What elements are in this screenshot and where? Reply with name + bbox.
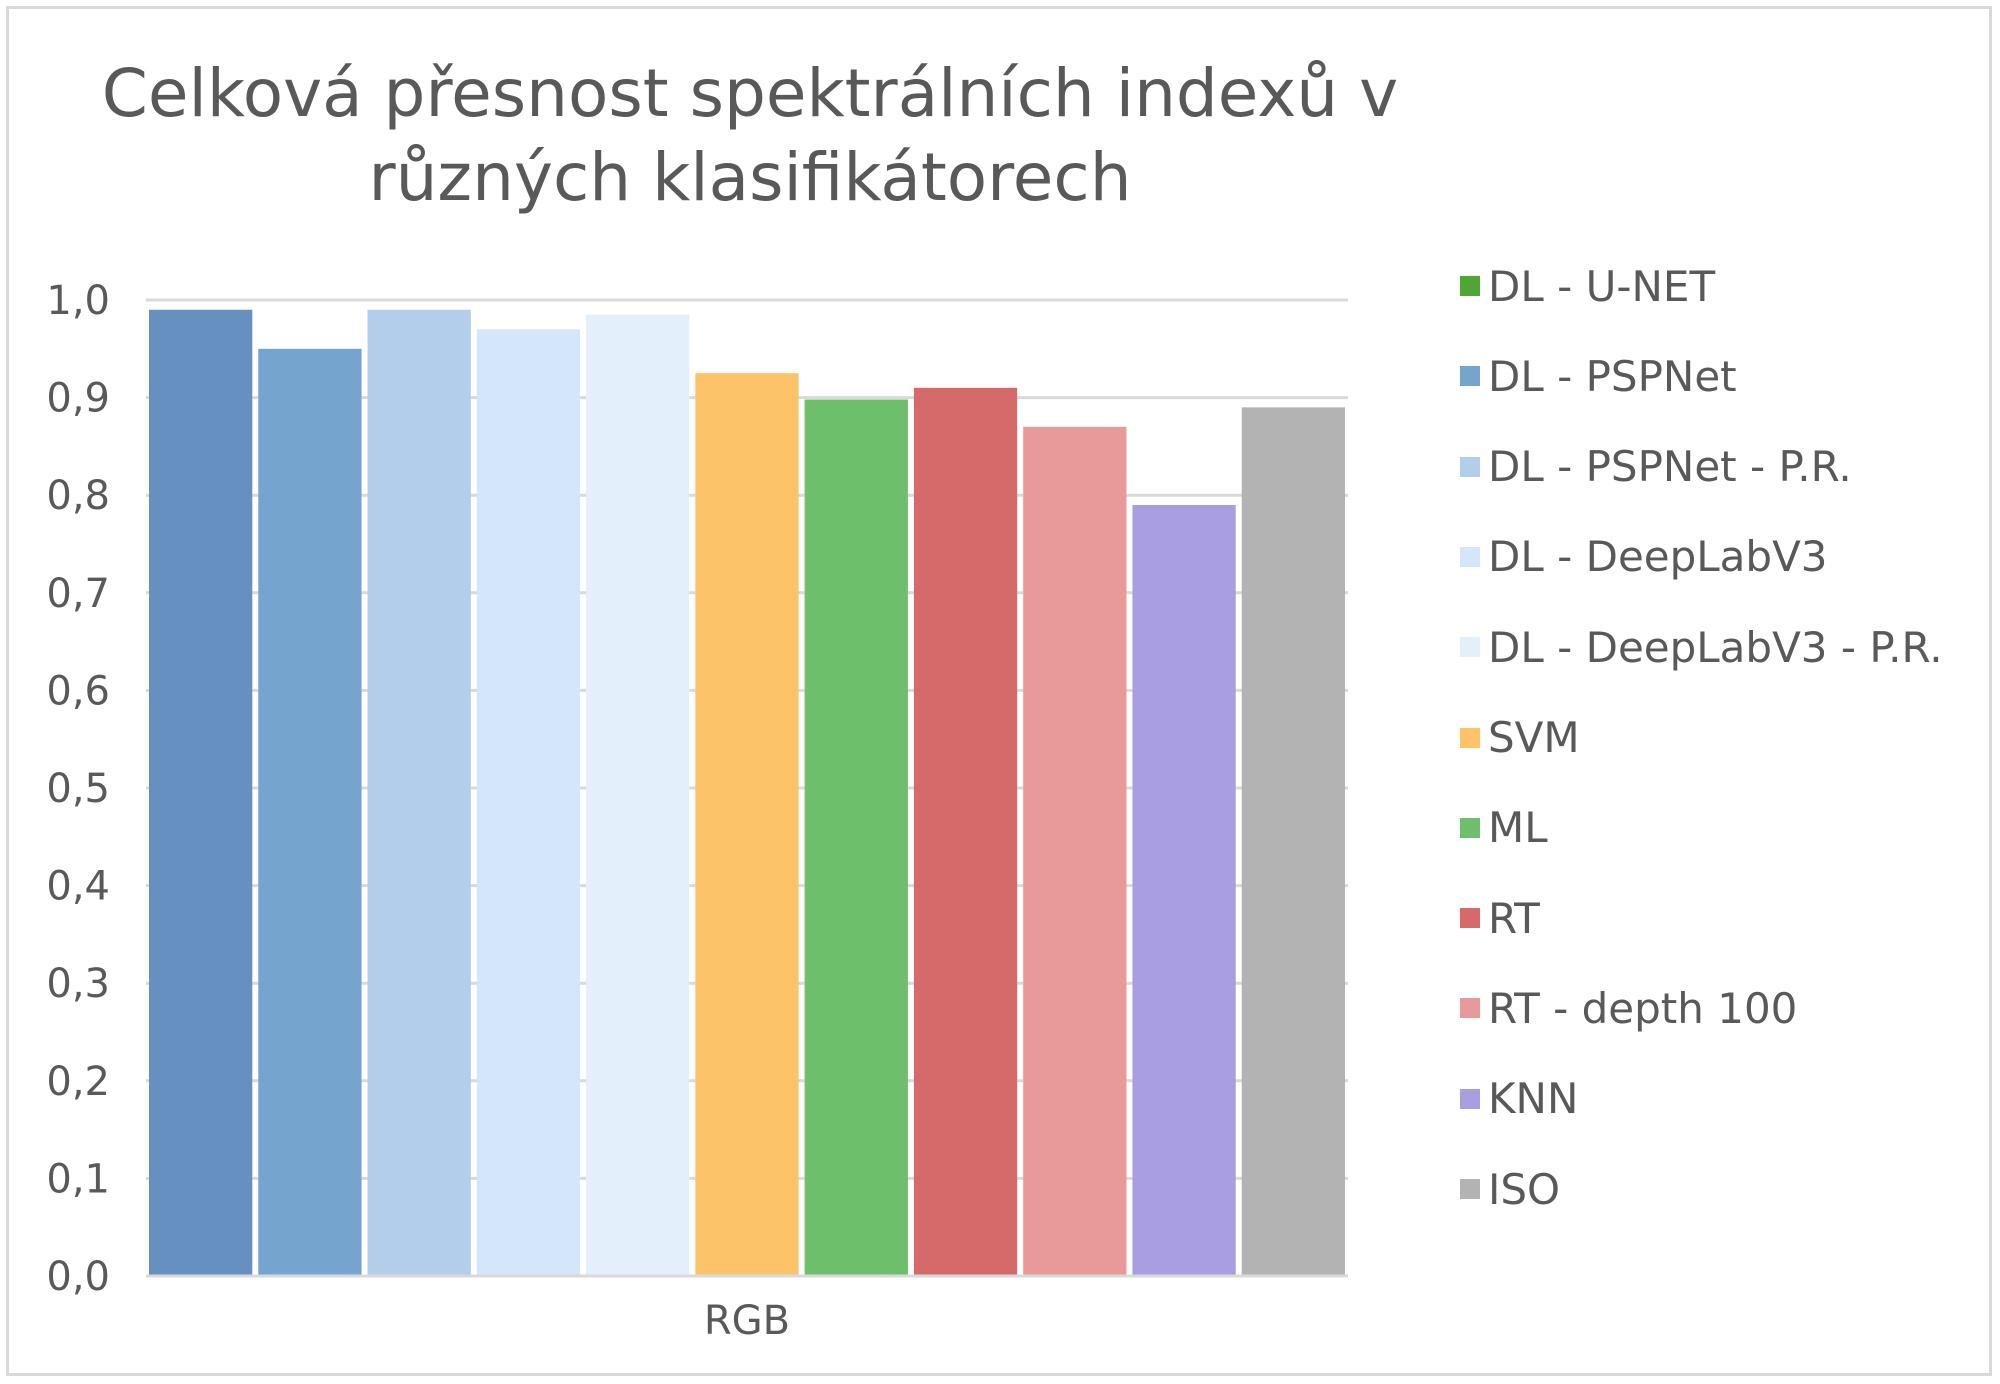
legend-item: DL - PSPNet - P.R.: [1460, 437, 1852, 497]
legend-item: ISO: [1460, 1159, 1560, 1219]
legend-label: KNN: [1488, 1074, 1579, 1124]
bar-dl-deeplabv3: [476, 329, 581, 1276]
legend-label: SVM: [1488, 713, 1580, 762]
legend-swatch: [1460, 1088, 1480, 1109]
legend-swatch: [1460, 908, 1480, 929]
legend-swatch: [1460, 456, 1480, 477]
legend-label: DL - DeepLabV3 - P.R.: [1488, 622, 1943, 672]
legend-item: DL - PSPNet: [1460, 346, 1737, 406]
y-tick-label: 1,0: [46, 278, 110, 324]
legend-swatch: [1460, 366, 1480, 387]
axes: 0,0 0,1 0,2 0,3 0,4 0,5 0,6 0,7 0,8 0,9 1,0 RGB: [46, 278, 1348, 1344]
legend-item: ML: [1460, 798, 1548, 858]
bar-dl-deeplabv3-p-r: [586, 314, 690, 1276]
bar-dl-pspnet: [258, 348, 362, 1276]
legend-swatch: [1460, 998, 1480, 1019]
chart-title-line-2: různých klasifikátorech: [368, 139, 1132, 216]
bar-rt-depth-100: [1023, 426, 1127, 1276]
y-tick-label: 0,8: [46, 473, 110, 519]
bar-knn: [1132, 504, 1236, 1277]
legend-swatch: [1460, 637, 1480, 658]
legend-item: DL - DeepLabV3: [1460, 527, 1828, 587]
legend-item: KNN: [1460, 1069, 1578, 1129]
y-tick-label: 0,5: [46, 766, 110, 812]
legend-item: RT: [1460, 888, 1540, 948]
x-category-label: RGB: [704, 1298, 790, 1344]
legend-swatch: [1460, 1179, 1480, 1199]
legend-label: DL - U-NET: [1488, 261, 1716, 311]
legend-item: SVM: [1460, 708, 1580, 768]
legend-label: RT - depth 100: [1488, 983, 1798, 1033]
legend-item: RT - depth 100: [1460, 978, 1797, 1038]
y-tick-label: 0,3: [46, 961, 110, 1007]
legend-swatch: [1460, 546, 1480, 567]
y-tick-label: 0,4: [46, 864, 110, 910]
legend-swatch: [1460, 817, 1480, 838]
legend-item: DL - U-NET: [1460, 256, 1715, 316]
bar-dl-pspnet-p-r: [367, 309, 471, 1276]
chart-title: Celková přesnost spektrálních indexů v r…: [60, 52, 1440, 220]
bar-svm: [695, 373, 799, 1276]
y-tick-label: 0,6: [46, 668, 110, 714]
bar-ml: [804, 399, 908, 1276]
bar-dl-u-net: [149, 309, 253, 1276]
legend-label: DL - PSPNet: [1488, 351, 1737, 401]
legend-label: ML: [1488, 803, 1548, 853]
y-tick-label: 0,0: [46, 1254, 110, 1300]
y-tick-label: 0,7: [46, 571, 110, 617]
bar-iso: [1241, 407, 1345, 1276]
bar-rt: [913, 387, 1018, 1277]
legend-swatch: [1460, 727, 1480, 748]
legend-item: DL - DeepLabV3 - P.R.: [1460, 617, 1943, 677]
y-tick-label: 0,2: [46, 1059, 110, 1105]
legend-label: DL - PSPNet - P.R.: [1488, 442, 1852, 492]
y-tick-label: 0,9: [46, 376, 110, 422]
legend-label: RT: [1488, 893, 1540, 943]
legend-swatch: [1460, 276, 1480, 296]
legend-label: DL - DeepLabV3: [1488, 532, 1828, 582]
y-tick-label: 0,1: [46, 1156, 110, 1202]
chart-title-line-1: Celková přesnost spektrálních indexů v: [101, 55, 1399, 132]
legend-label: ISO: [1488, 1164, 1561, 1214]
bars: [149, 309, 1345, 1277]
